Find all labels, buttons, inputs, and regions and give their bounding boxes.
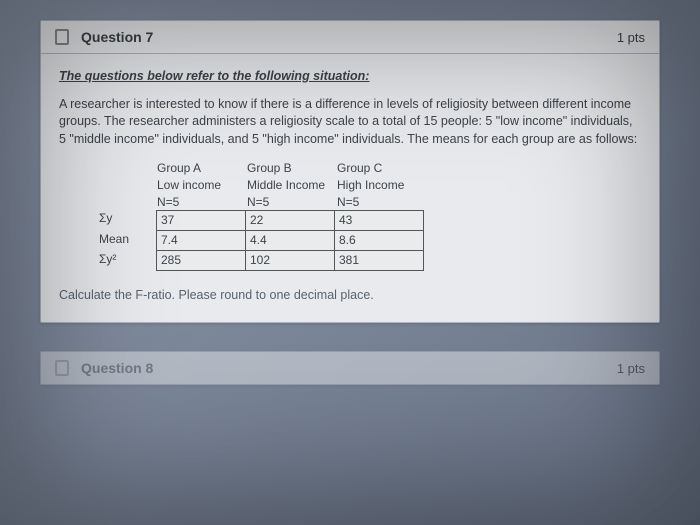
table-cell: 22 <box>245 210 335 231</box>
data-region: Group A Group B Group C Low income Middl… <box>99 160 641 271</box>
table-cell: 43 <box>334 210 424 231</box>
flag-icon[interactable] <box>55 29 69 45</box>
group-a-n: N=5 <box>157 194 247 211</box>
question-8-card: Question 8 1 pts <box>40 351 660 385</box>
flag-icon[interactable] <box>55 360 69 376</box>
question-points: 1 pts <box>617 361 645 376</box>
question-8-header: Question 8 1 pts <box>41 352 659 384</box>
table-cell: 8.6 <box>334 230 424 251</box>
question-7-header: Question 7 1 pts <box>41 21 659 54</box>
group-c-n: N=5 <box>337 194 427 211</box>
group-c-sub: High Income <box>337 177 427 194</box>
group-a-label: Group A <box>157 160 247 177</box>
group-sublabel-row: Low income Middle Income High Income <box>99 177 641 194</box>
calculation-instruction: Calculate the F-ratio. Please round to o… <box>59 287 641 305</box>
situation-line: The questions below refer to the followi… <box>59 68 641 86</box>
table-row: Mean 7.4 4.4 8.6 <box>99 231 424 251</box>
table-cell: 285 <box>156 250 246 271</box>
group-b-sub: Middle Income <box>247 177 337 194</box>
table-cell: 381 <box>334 250 424 271</box>
table-cell: 37 <box>156 210 246 231</box>
data-table: Σy 37 22 43 Mean 7.4 4.4 8.6 Σy² 285 102… <box>99 210 424 270</box>
question-points: 1 pts <box>617 30 645 45</box>
group-label-row: Group A Group B Group C <box>99 160 641 177</box>
question-paragraph: A researcher is interested to know if th… <box>59 96 641 149</box>
group-size-row: N=5 N=5 N=5 <box>99 194 641 211</box>
row-label-sum-y: Σy <box>99 210 157 231</box>
row-label-sum-y2: Σy² <box>99 251 157 271</box>
question-title: Question 7 <box>81 29 617 45</box>
question-7-body: The questions below refer to the followi… <box>41 54 659 322</box>
group-a-sub: Low income <box>157 177 247 194</box>
row-label-mean: Mean <box>99 231 157 251</box>
table-cell: 102 <box>245 250 335 271</box>
table-cell: 7.4 <box>156 230 246 251</box>
group-b-label: Group B <box>247 160 337 177</box>
question-title: Question 8 <box>81 360 617 376</box>
table-row: Σy 37 22 43 <box>99 210 424 231</box>
question-7-card: Question 7 1 pts The questions below ref… <box>40 20 660 323</box>
table-cell: 4.4 <box>245 230 335 251</box>
group-b-n: N=5 <box>247 194 337 211</box>
group-c-label: Group C <box>337 160 427 177</box>
table-row: Σy² 285 102 381 <box>99 251 424 271</box>
